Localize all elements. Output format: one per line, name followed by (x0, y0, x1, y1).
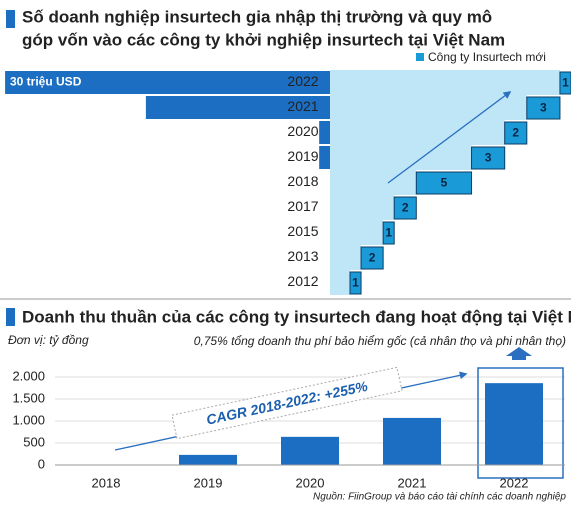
chart-title: Số doanh nghiệp insurtech gia nhập thị t… (22, 7, 492, 26)
y-tick-label: 2020 (287, 123, 318, 139)
legend-label: Công ty Insurtech mới (428, 50, 546, 64)
cagr-box (171, 366, 403, 440)
y-tick-label: 2013 (287, 248, 318, 264)
chart-title: góp vốn vào các công ty khởi nghiệp insu… (22, 30, 505, 49)
y-tick-label: 2015 (287, 223, 318, 239)
y-tick-label: 500 (23, 434, 45, 449)
block (415, 171, 473, 195)
data-label: 3 (540, 101, 547, 115)
x-tick-label: 2021 (398, 475, 427, 490)
y-tick-label: 0 (38, 456, 45, 471)
y-tick-label: 2012 (287, 273, 318, 289)
y-tick-label: 1.000 (12, 412, 45, 427)
data-label: 1 (352, 276, 359, 290)
block (559, 71, 571, 95)
funding-bar (319, 121, 330, 144)
funding-bar (5, 71, 330, 94)
x-tick-label: 2019 (194, 475, 223, 490)
y-tick-label: 2022 (287, 73, 318, 89)
subtitle: Đơn vị: tỷ đồng (8, 333, 89, 347)
funding-bar (145, 96, 330, 119)
block (382, 221, 395, 245)
data-label: 30 triệu USD (10, 75, 82, 89)
trend-arrow (387, 91, 512, 184)
block (471, 146, 506, 170)
x-tick-label: 2022 (500, 475, 529, 490)
highlight-box (477, 367, 564, 479)
bottom-chart: 0 500 1.000 1.500 2.000 CAGR 2018-2022: +255%… (12, 347, 565, 490)
chart-title: Doanh thu thuần của các công ty insurtec… (22, 307, 571, 326)
data-label: 5 (441, 176, 448, 190)
y-tick-label: 2017 (287, 198, 318, 214)
title-marker (6, 10, 15, 28)
y-tick-label: 2.000 (12, 368, 45, 383)
bar (383, 417, 441, 465)
data-label: 2 (402, 201, 409, 215)
annotation: 0,75% tổng doanh thu phí bảo hiểm gốc (c… (194, 334, 566, 348)
x-tick-label: 2020 (296, 475, 325, 490)
data-label: 1 (562, 76, 569, 90)
up-arrow (506, 347, 532, 360)
block (526, 96, 561, 120)
block (349, 271, 362, 295)
y-tick-label: 2018 (287, 173, 318, 189)
data-label: 3 (485, 151, 492, 165)
y-tick-label: 2019 (287, 148, 318, 164)
bar (485, 383, 543, 465)
funding-bar (319, 146, 330, 169)
y-tick-label: 1.500 (12, 390, 45, 405)
source: Nguồn: FiinGroup và báo cáo tài chính cá… (313, 491, 566, 503)
data-label: 1 (385, 226, 392, 240)
block (504, 121, 528, 145)
data-label: 2 (512, 126, 519, 140)
x-tick-label: 2018 (92, 475, 121, 490)
data-label: 2 (369, 251, 376, 265)
legend-swatch (416, 53, 424, 61)
bar (281, 436, 339, 465)
title-marker (6, 308, 15, 326)
block (360, 246, 384, 270)
cagr-label: CAGR 2018-2022: +255% (171, 366, 403, 440)
background-area (330, 70, 560, 295)
top-chart: 30 triệu USD 2022 1 2021 3 2020 2 2019 3 2018 5 201… (5, 50, 571, 295)
block (393, 196, 417, 220)
y-tick-label: 2021 (287, 98, 318, 114)
bar (179, 454, 237, 465)
